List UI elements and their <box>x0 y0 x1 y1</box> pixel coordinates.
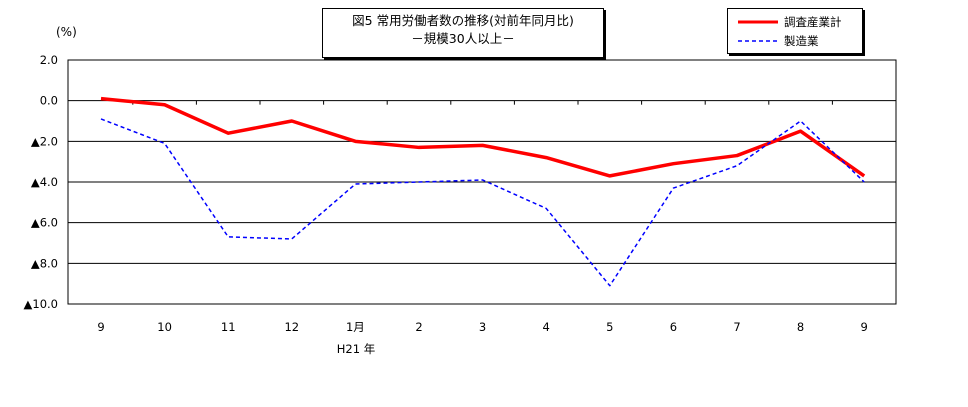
x-axis: 9 10 11 12 1月 2 3 4 5 6 7 8 9 <box>97 320 868 334</box>
x-tick-label: 9 <box>97 320 104 334</box>
y-axis-unit: (%) <box>56 25 77 39</box>
chart-subtitle: －規模30人以上－ <box>411 31 515 46</box>
x-tick-label: 12 <box>284 320 299 334</box>
year-marker: H21 年 <box>337 342 375 356</box>
x-tick-label: 3 <box>479 320 486 334</box>
x-tick-label: 8 <box>797 320 804 334</box>
x-tick-label: 10 <box>157 320 172 334</box>
y-tick-label: ▲2.0 <box>31 134 58 148</box>
y-tick-label: ▲4.0 <box>31 175 58 189</box>
y-tick-label: ▲10.0 <box>24 297 58 311</box>
legend: 調査産業計 製造業 <box>727 8 863 54</box>
y-tick-label: ▲8.0 <box>31 256 58 270</box>
y-tick-label: ▲6.0 <box>31 216 58 230</box>
chart-title: 図5 常用労働者数の推移(対前年同月比) <box>352 13 574 28</box>
x-tick-label: 2 <box>415 320 422 334</box>
x-tick-label: 11 <box>221 320 236 334</box>
x-tick-label: 7 <box>733 320 740 334</box>
x-tick-label: 6 <box>670 320 677 334</box>
legend-label-manufacturing: 製造業 <box>784 34 819 48</box>
y-axis: 2.0 0.0 ▲2.0 ▲4.0 ▲6.0 ▲8.0 ▲10.0 <box>24 53 58 311</box>
legend-label-total: 調査産業計 <box>784 15 842 29</box>
x-tick-label: 4 <box>543 320 550 334</box>
chart-title-box: 図5 常用労働者数の推移(対前年同月比) －規模30人以上－ <box>322 8 604 58</box>
series-line-total <box>100 96 866 178</box>
series-lines <box>100 96 866 287</box>
x-tick-label: 5 <box>606 320 613 334</box>
grid-lines <box>67 59 897 305</box>
x-tick-label: 9 <box>861 320 868 334</box>
x-tick-label: 1月 <box>346 320 365 334</box>
y-tick-label: 2.0 <box>40 53 58 67</box>
y-tick-label: 0.0 <box>40 94 58 108</box>
